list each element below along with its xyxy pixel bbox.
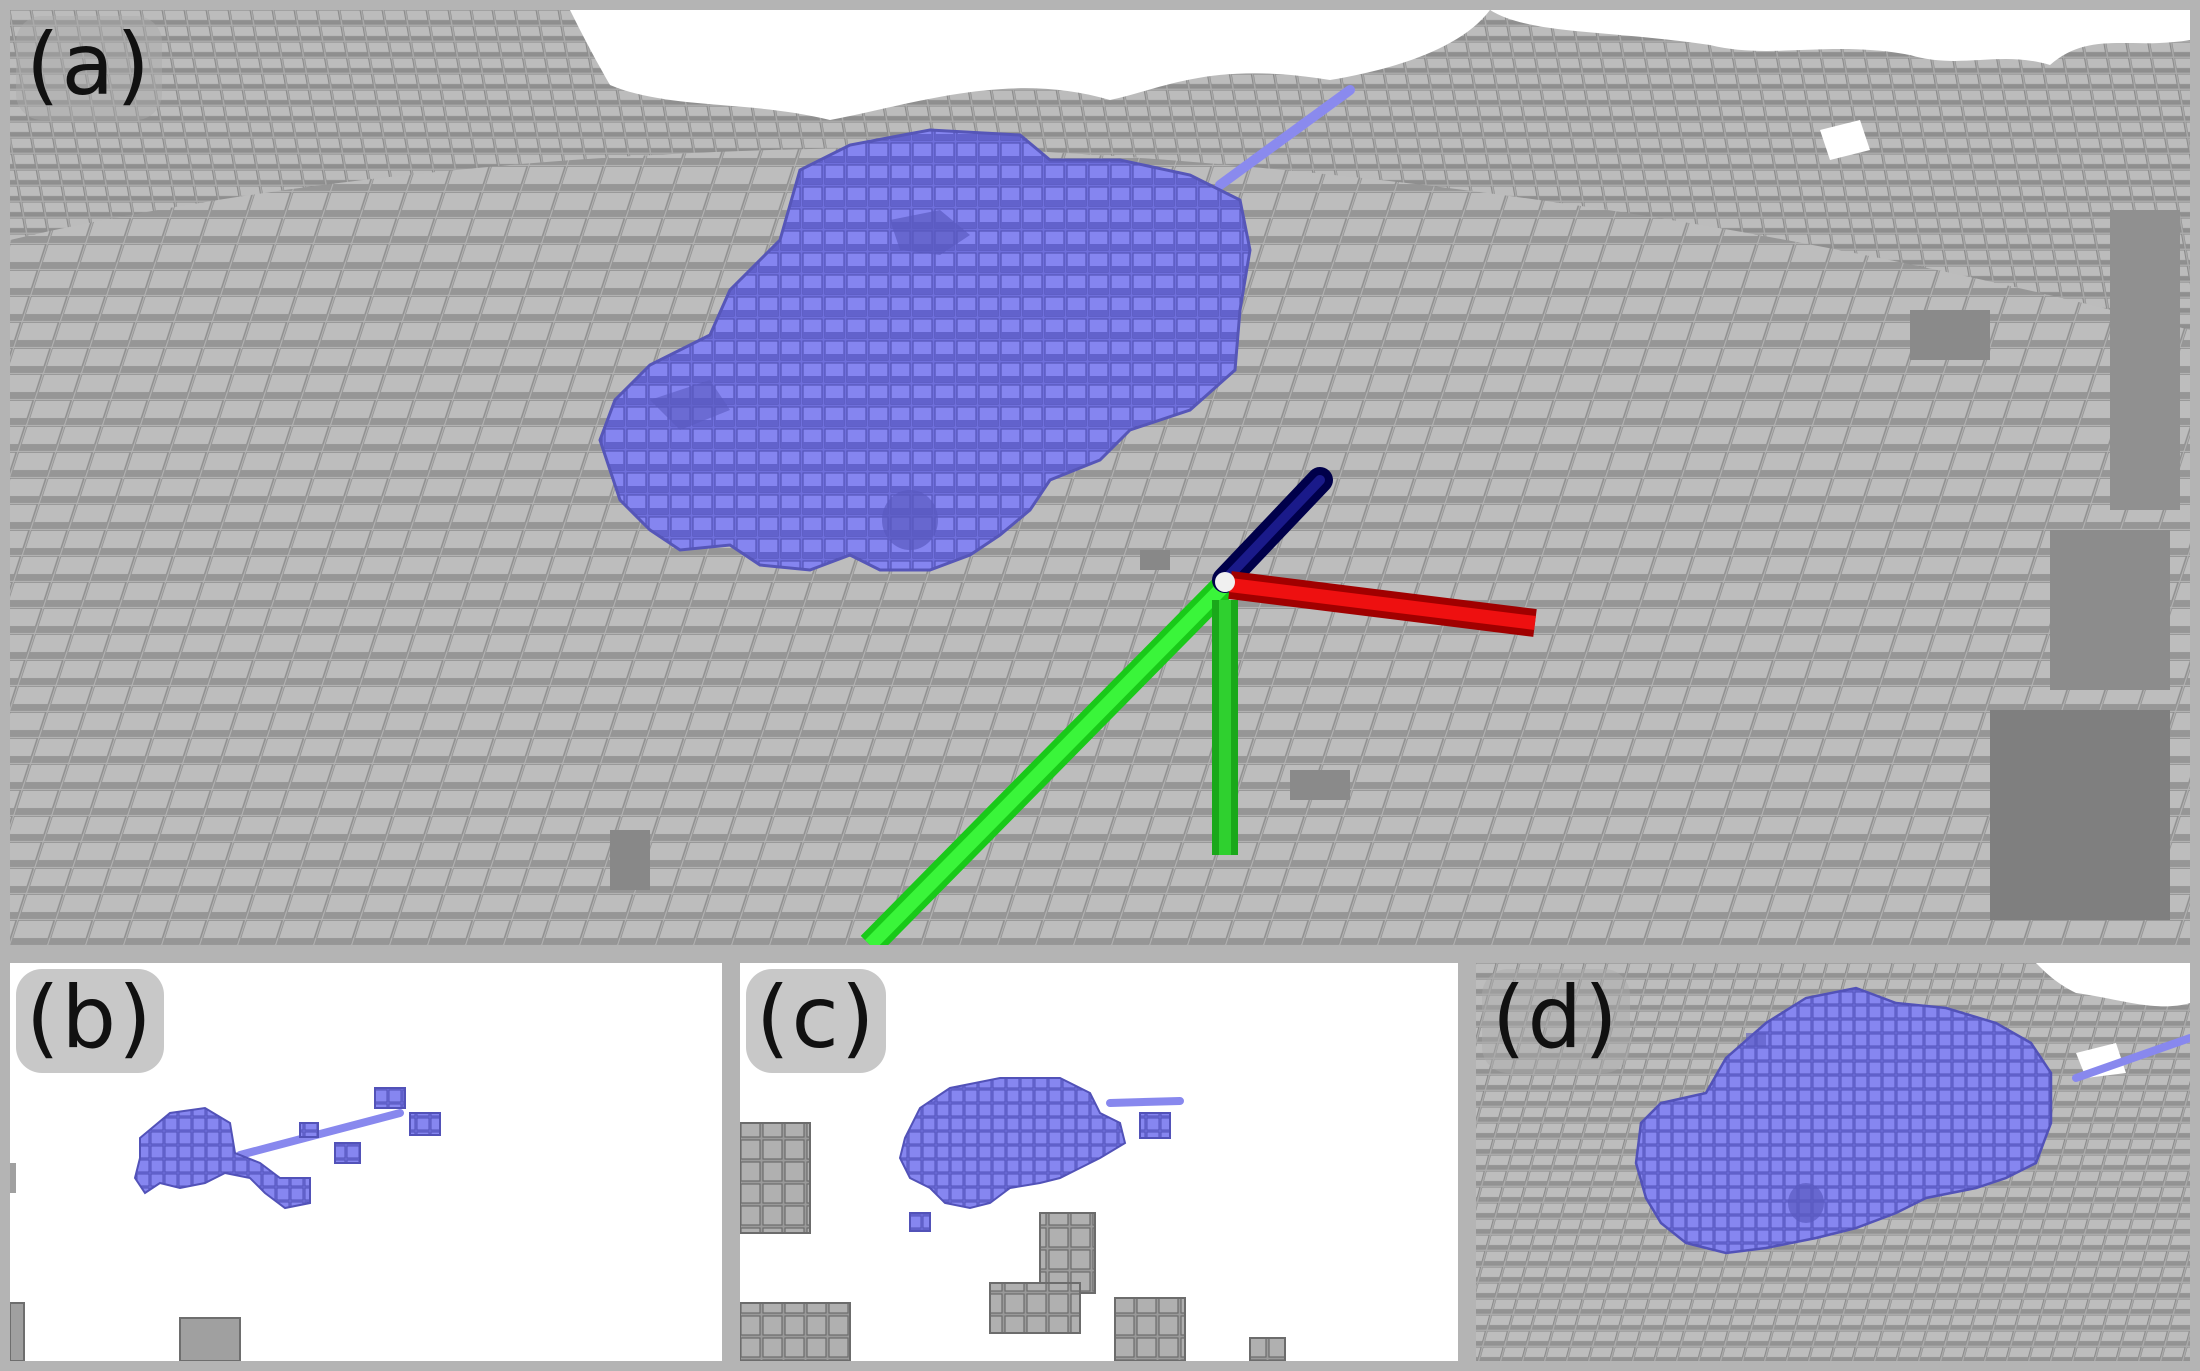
xyz-axes-icon [860, 467, 1537, 945]
voxel-scene-c [740, 1077, 1286, 1361]
panel-b: (b) [10, 963, 722, 1361]
panel-c: (c) [740, 963, 1458, 1361]
panel-a: (a) [10, 10, 2190, 945]
panel-label-a: (a) [16, 16, 162, 120]
voxel-scene-b [10, 1087, 441, 1361]
panel-label-c: (c) [746, 969, 887, 1073]
panel-label-b: (b) [16, 969, 164, 1073]
panel-d: (d) [1476, 963, 2190, 1361]
voxel-scene-d [1476, 963, 2190, 1361]
panel-label-d: (d) [1482, 969, 1630, 1073]
voxel-scene-a [10, 10, 2190, 945]
